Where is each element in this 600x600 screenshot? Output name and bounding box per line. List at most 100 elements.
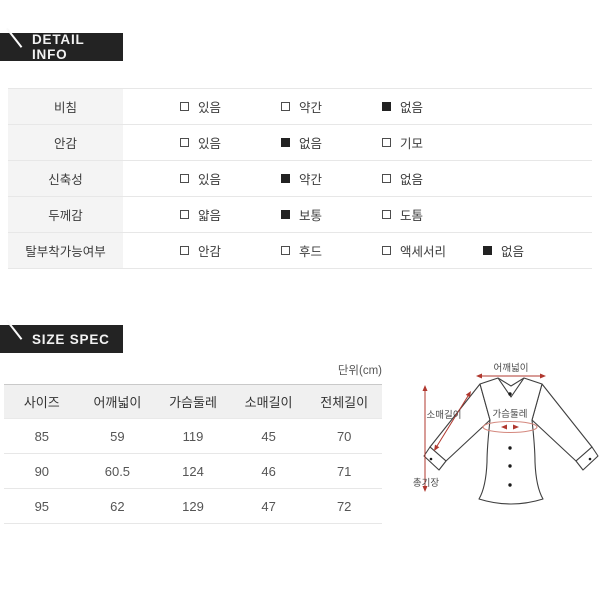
option-label: 없음 [501,245,525,259]
size-cell: 47 [261,498,276,514]
row-options: 있음 약간 없음 [123,161,483,196]
size-cell: 62 [110,498,125,514]
option-label: 약간 [299,173,323,187]
option-label: 보통 [299,209,323,223]
table-row: 신축성 있음 약간 없음 [8,161,592,197]
row-options: 안감 후드 액세서리 없음 [123,233,584,268]
option: 없음 [382,169,483,188]
size-spec-header: SIZE SPEC [0,320,123,353]
table-row: 탈부착가능여부 안감 후드 액세서리 없음 [8,233,592,269]
option: 약간 [281,169,382,188]
shoulder-width-label: 어깨넓이 [494,362,529,374]
detail-info-table: 비침 있음 약간 없음 안감 있음 없음 기모 신축성 있음 약간 없음 [8,88,592,269]
shirt-outline [423,377,599,505]
chest-ellipse [482,420,538,434]
option-label: 기모 [400,137,424,151]
option: 있음 [180,133,281,152]
column-header: 가슴둘레 [169,395,217,410]
option-label: 도톰 [400,209,424,223]
row-label: 신축성 [8,161,123,196]
size-cell: 95 [34,498,50,514]
table-row: 안감 있음 없음 기모 [8,125,592,161]
size-cell: 124 [182,463,204,479]
checkbox-icon [180,210,189,219]
size-cell: 60.5 [104,463,131,479]
detail-info-header: DETAIL INFO [0,28,123,62]
measurement-marks [422,373,546,492]
column-header: 전체길이 [320,395,369,410]
slash-decoration-icon [6,320,22,340]
column-header: 사이즈 [23,395,60,410]
checkbox-icon [180,246,189,255]
checkbox-icon [180,138,189,147]
option-label: 안감 [198,245,222,259]
unit-label: 단위(cm) [337,365,382,377]
table-row: 90 60.5 124 46 71 [4,454,382,489]
size-cell: 85 [34,428,50,444]
table-row: 95 62 129 47 72 [4,489,382,524]
checkbox-icon [382,174,391,183]
option: 있음 [180,97,281,116]
option-label: 있음 [198,173,222,187]
checkbox-icon [382,210,391,219]
option-label: 후드 [299,245,323,259]
table-row: 비침 있음 약간 없음 [8,89,592,125]
size-cell: 90 [34,463,50,479]
sleeve-length-label: 소매길이 [427,409,462,421]
option-label: 없음 [400,173,424,187]
option-label: 있음 [198,137,222,151]
option-label: 얇음 [198,209,222,223]
chest-label: 가슴둘레 [493,409,528,420]
detail-info-title: DETAIL INFO [32,32,85,62]
column-header: 어깨넓이 [93,395,142,410]
option: 얇음 [180,205,281,224]
column-header: 소매길이 [244,395,293,410]
checkbox-icon [483,246,492,255]
total-length-label: 총기장 [413,478,439,489]
option-label: 없음 [400,101,424,115]
size-cell: 59 [110,428,125,444]
checkbox-icon [281,210,290,219]
size-cell: 46 [261,463,276,479]
checkbox-icon [382,246,391,255]
checkbox-icon [281,246,290,255]
checkbox-icon [281,174,290,183]
option: 없음 [382,97,483,116]
option: 기모 [382,133,483,152]
option: 도톰 [382,205,483,224]
row-options: 있음 없음 기모 [123,125,483,160]
checkbox-icon [382,138,391,147]
size-spec-table: 사이즈 어깨넓이 가슴둘레 소매길이 전체길이 85 59 119 45 70 … [4,384,382,524]
option: 없음 [281,133,382,152]
size-table-header-row: 사이즈 어깨넓이 가슴둘레 소매길이 전체길이 [4,384,382,419]
option-label: 액세서리 [400,245,447,259]
table-row: 두께감 얇음 보통 도톰 [8,197,592,233]
option-label: 없음 [299,137,323,151]
checkbox-icon [281,102,290,111]
size-cell: 72 [336,498,352,514]
option: 안감 [180,241,281,260]
size-cell: 119 [182,428,204,444]
size-cell: 45 [261,428,276,444]
table-row: 85 59 119 45 70 [4,419,382,454]
row-label: 두께감 [8,197,123,232]
slash-decoration-icon [6,28,22,48]
size-spec-title: SIZE SPEC [32,331,110,347]
size-cell: 129 [182,498,204,514]
row-label: 안감 [8,125,123,160]
size-cell: 70 [336,428,352,444]
checkbox-icon [180,102,189,111]
row-options: 얇음 보통 도톰 [123,197,483,232]
option: 있음 [180,169,281,188]
option: 후드 [281,241,382,260]
option-label: 약간 [299,101,323,115]
shirt-measurement-diagram: 어깨넓이 소매길이 가슴둘레 총기장 [413,362,599,505]
option: 없음 [483,241,584,260]
checkbox-icon [382,102,391,111]
row-label: 탈부착가능여부 [8,233,123,268]
checkbox-icon [281,138,290,147]
option: 약간 [281,97,382,116]
option: 보통 [281,205,382,224]
size-cell: 71 [336,463,352,479]
